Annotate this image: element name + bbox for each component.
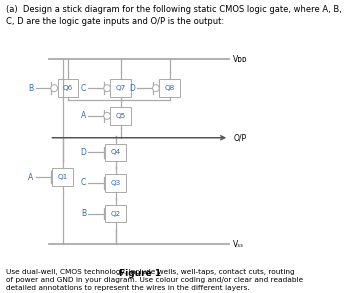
Text: Q4: Q4 [111, 149, 121, 155]
Text: B: B [81, 209, 86, 218]
Text: (a)  Design a stick diagram for the following static CMOS logic gate, where A, B: (a) Design a stick diagram for the follo… [6, 5, 342, 25]
Circle shape [104, 113, 111, 119]
Text: Q6: Q6 [63, 85, 73, 91]
Text: C: C [81, 84, 86, 93]
Text: Q3: Q3 [111, 180, 121, 186]
Text: Q7: Q7 [116, 85, 126, 91]
Text: A: A [28, 173, 33, 182]
Text: Q8: Q8 [164, 85, 175, 91]
Bar [105, 174, 126, 192]
Circle shape [153, 85, 159, 92]
Text: Q2: Q2 [111, 211, 121, 217]
Text: Use dual-well, CMOS technology. Include wells, well-taps, contact cuts, routing
: Use dual-well, CMOS technology. Include … [6, 269, 303, 291]
Bar [57, 79, 78, 97]
Bar [111, 79, 131, 97]
Bar [105, 144, 126, 161]
Text: A: A [81, 111, 86, 120]
Bar [159, 79, 180, 97]
Text: B: B [28, 84, 33, 93]
Text: Figure 1: Figure 1 [119, 269, 161, 278]
Circle shape [51, 85, 57, 92]
Text: Vₛₛ: Vₛₛ [233, 240, 244, 249]
Circle shape [104, 85, 111, 92]
Bar [111, 107, 131, 125]
Text: D: D [129, 84, 135, 93]
Text: Q1: Q1 [57, 174, 68, 180]
Bar [52, 168, 73, 186]
Text: Q5: Q5 [116, 113, 126, 119]
Text: C: C [81, 178, 86, 188]
Text: D: D [80, 148, 86, 157]
Bar [105, 205, 126, 222]
Text: Vᴅᴅ: Vᴅᴅ [233, 54, 248, 64]
Text: O/P: O/P [233, 133, 246, 142]
